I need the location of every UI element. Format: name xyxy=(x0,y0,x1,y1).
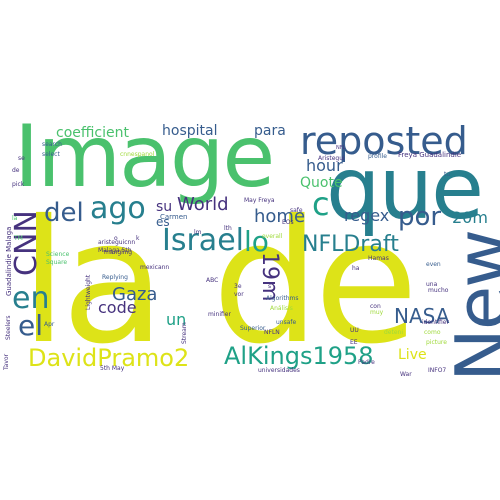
word-s: s xyxy=(268,283,272,290)
word-apr: Apr xyxy=(44,321,55,328)
word-del: del xyxy=(44,198,84,228)
word-tavor: Tavor xyxy=(3,353,10,370)
word-por: por xyxy=(398,202,442,232)
word-padre: Padre xyxy=(358,359,375,366)
word-superior: Superior xyxy=(240,325,266,332)
word-en: en xyxy=(12,281,50,316)
word-analisis: Análisis xyxy=(270,305,293,312)
word-un: un xyxy=(166,310,187,329)
word-aristeguicnn: aristeguicnn xyxy=(98,239,136,246)
word-minifier: minifier xyxy=(208,311,231,318)
word-cnnespanol: cnnespanol xyxy=(120,151,155,158)
word-mexicann: mexicann xyxy=(140,264,170,271)
word-universidades: universidades xyxy=(258,367,300,374)
word-de2: de xyxy=(12,167,20,174)
word-tu: tu xyxy=(444,171,451,178)
word-lo: lo xyxy=(244,225,269,258)
word-world: World xyxy=(177,194,229,215)
word-even: even xyxy=(426,261,441,268)
word-israel: Israel xyxy=(162,223,244,258)
word-coefficient: coefficient xyxy=(56,125,129,141)
word-freya: Freya Guadalindie xyxy=(398,151,462,159)
word-lth: lth xyxy=(224,225,232,232)
word-nasa: NASA xyxy=(394,304,450,328)
word-gaza: Gaza xyxy=(112,284,158,305)
word-su: su xyxy=(156,199,173,215)
word-image: Image xyxy=(14,107,275,207)
word-nfln: NFLN xyxy=(264,329,280,336)
word-o: o xyxy=(114,235,118,242)
word-mucho: mucho xyxy=(428,287,449,294)
word-es: es xyxy=(156,215,170,229)
word-nfldraft: NFLDraft xyxy=(302,232,399,257)
word-3e: 3e xyxy=(234,283,242,290)
word-pick: pick xyxy=(12,181,25,188)
word-20m: 20m xyxy=(452,208,488,227)
word-picture: picture xyxy=(426,339,447,346)
word-stream: Stream xyxy=(181,322,188,344)
word-overall: overall xyxy=(262,233,283,240)
word-regex: regex xyxy=(344,206,390,225)
word-k: k xyxy=(136,235,140,242)
word-alkings1958: AlKings1958 xyxy=(224,342,374,370)
word-davidpramo2: DavidPramo2 xyxy=(28,344,190,372)
word-live: Live xyxy=(398,347,427,363)
word-el: el xyxy=(18,309,44,342)
word-ee: EE xyxy=(350,339,358,346)
word-nfl: NFL xyxy=(336,145,346,151)
word-code: code xyxy=(98,298,137,317)
word-hamas: Hamas xyxy=(368,255,389,262)
word-war: War xyxy=(400,371,412,378)
word-science: Science xyxy=(46,251,70,258)
word-square: Square xyxy=(46,259,68,266)
word-de: de xyxy=(212,184,418,382)
word-c: c xyxy=(312,185,330,223)
word-abc: ABC xyxy=(206,277,219,284)
word-vor: vor xyxy=(234,291,244,298)
word-select: select xyxy=(42,151,60,158)
word-tm: TM xyxy=(14,235,23,242)
word-uu: UU xyxy=(350,327,359,334)
word-eos: EOs xyxy=(282,219,294,226)
word-una: una xyxy=(426,281,438,288)
word-que: que xyxy=(326,139,484,239)
word-ha: ha xyxy=(352,265,360,272)
word-como: como xyxy=(424,329,441,336)
word-para: para xyxy=(254,123,286,139)
word-quote: Quote xyxy=(300,175,343,191)
word-se: se xyxy=(18,155,25,162)
word-unsafe: unsafe xyxy=(276,319,297,326)
word-search: search xyxy=(42,141,62,148)
word-malaga5th: Malaga 5th xyxy=(98,247,132,254)
word-replying: Replying xyxy=(102,274,128,281)
word-steelers: Steelers xyxy=(5,315,12,341)
word-reposted: reposted xyxy=(300,119,468,163)
word-aristegui: Aristegui xyxy=(318,155,345,162)
word-algorithms: Algorithms xyxy=(266,295,299,302)
word-profile: profile xyxy=(368,153,387,160)
word-new: New xyxy=(440,230,500,382)
word-guadalindie: Guadalindie Malaga xyxy=(5,226,13,296)
word-ago: ago xyxy=(90,191,146,226)
word-hospital: hospital xyxy=(162,123,218,139)
word-5thmay: 5th May xyxy=(100,365,125,372)
word-carmen: Carmen xyxy=(160,213,188,221)
word-muy: muy xyxy=(370,309,384,316)
word-la2: la xyxy=(12,215,18,222)
word-maypreya: May Freya xyxy=(244,197,275,204)
word-info7: INFO7 xyxy=(428,367,447,374)
word-identifier: identifier xyxy=(422,319,449,326)
word-deteni: deteni xyxy=(384,329,404,336)
word-la: la xyxy=(20,184,165,382)
word-hour: hour xyxy=(306,156,343,175)
word-con: con xyxy=(370,303,381,310)
word-lm: lm xyxy=(194,229,202,236)
word-mangling: mangling xyxy=(104,249,133,256)
word-safe: safe xyxy=(290,207,303,214)
word-home: home xyxy=(254,206,306,227)
word-lightweight: Lightweight xyxy=(85,274,92,310)
